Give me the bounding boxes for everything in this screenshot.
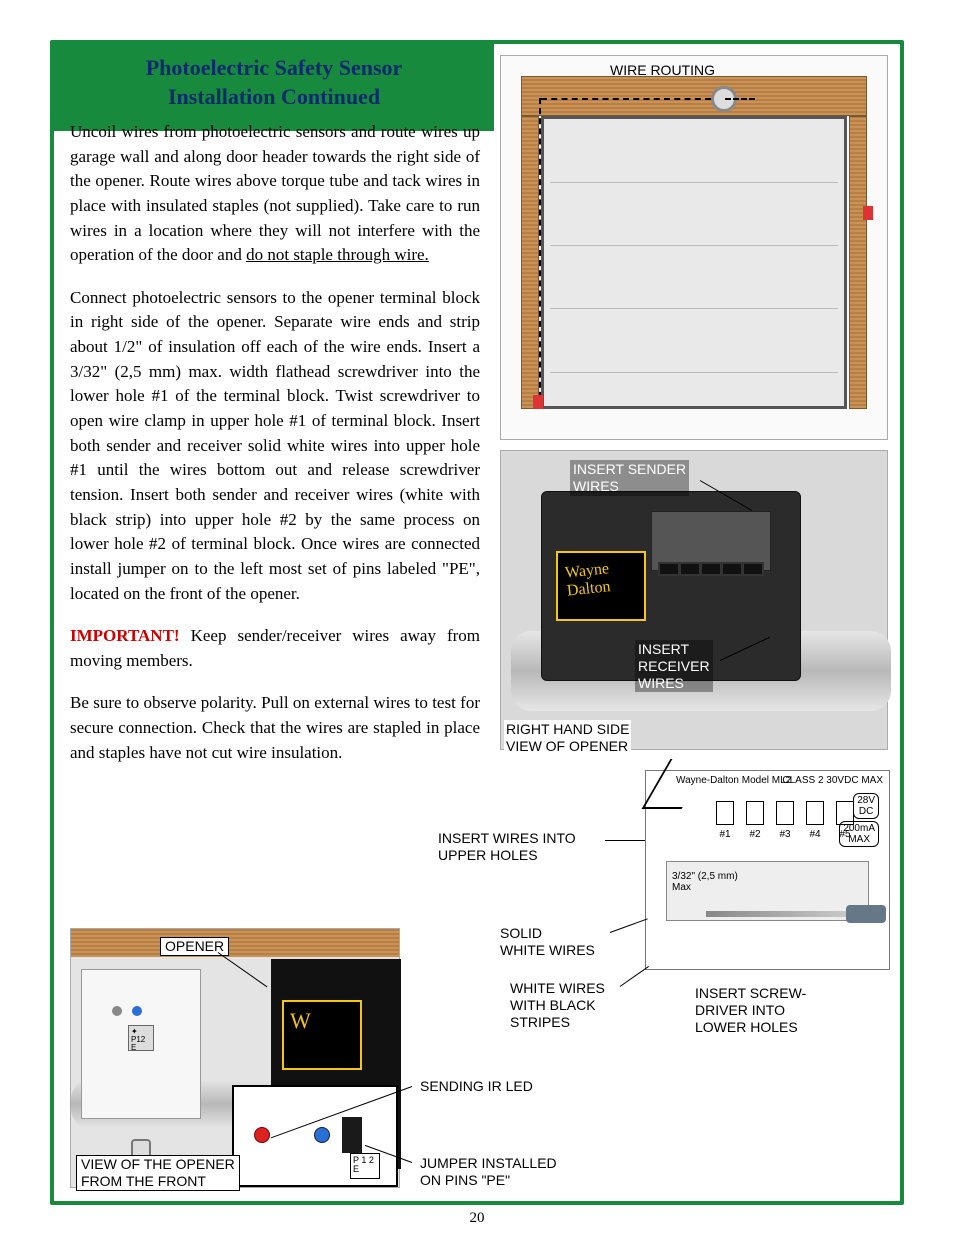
terminal-area [651,511,771,571]
blue-led-icon [314,1127,330,1143]
brand-plate-front: W [282,1000,362,1070]
num-2: #2 [746,829,764,840]
brand-plate: WayneDalton [556,551,646,621]
title-line-1: Photoelectric Safety Sensor [146,55,403,80]
diagram-terminal-block: Wayne-Dalton Model ML2 CLASS 2 30VDC MAX… [645,770,890,970]
small-chip: ✦P12E [128,1025,154,1051]
hole-4 [806,801,824,825]
diagram-wire-routing [500,55,888,440]
diagram-opener-side: WayneDalton [500,450,888,750]
terminal-labels-row: #1 #2 #3 #4 #5 [716,829,854,840]
pe-chip: P 1 2 E [350,1153,380,1179]
paragraph-1: Uncoil wires from photoelectric sensors … [70,120,480,268]
label-white-black: WHITE WIRES WITH BLACK STRIPES [510,980,605,1030]
paragraph-3: IMPORTANT! Keep sender/receiver wires aw… [70,624,480,673]
label-insert-upper: INSERT WIRES INTO UPPER HOLES [438,830,576,864]
num-4: #4 [806,829,824,840]
door-jamb-right [849,116,867,409]
front-header-wood [71,929,399,957]
door-header-wood [521,76,867,116]
label-insert-screw: INSERT SCREW- DRIVER INTO LOWER HOLES [695,985,806,1035]
label-sending-ir: SENDING IR LED [420,1078,533,1095]
label-insert-receiver: INSERT RECEIVER WIRES [635,640,713,692]
page-number: 20 [0,1210,954,1227]
sensor-left [533,395,543,409]
garage-door [541,116,847,409]
p1-text: Uncoil wires from photoelectric sensors … [70,122,480,264]
terminal-slots [658,562,764,576]
hole-3 [776,801,794,825]
screwdriver-icon [706,911,856,917]
hole-2 [746,801,764,825]
routing-dash-top [541,98,711,100]
jumper-block [342,1117,362,1153]
num-5: #5 [836,829,854,840]
section-header: Photoelectric Safety Sensor Installation… [54,44,494,131]
ir-led-icon [254,1127,270,1143]
label-right-view: RIGHT HAND SIDE VIEW OF OPENER [504,720,631,756]
title-line-2: Installation Continued [168,84,380,109]
hole-1 [716,801,734,825]
routing-dash-right [725,98,755,100]
p1-underline: do not staple through wire. [246,245,429,264]
brand-text: WayneDalton [556,549,647,610]
body-text-column: Uncoil wires from photoelectric sensors … [70,120,480,783]
label-front-view: VIEW OF THE OPENER FROM THE FRONT [76,1155,240,1191]
label-28v: 28V DC [853,793,879,819]
label-wire-routing: WIRE ROUTING [610,62,715,79]
label-driver-size: 3/32" (2,5 mm) Max [672,871,738,893]
leader-upper [605,840,645,841]
label-insert-sender: INSERT SENDER WIRES [570,460,689,496]
door-jamb-left [521,116,539,409]
label-class2: CLASS 2 30VDC MAX [782,775,883,786]
label-solid-white: SOLID WHITE WIRES [500,925,595,959]
num-3: #3 [776,829,794,840]
important-label: IMPORTANT! [70,626,180,645]
hole-5 [836,801,854,825]
section-title: Photoelectric Safety Sensor Installation… [74,54,474,111]
num-1: #1 [716,829,734,840]
sensor-right [863,206,873,220]
mount-plate: ✦P12E [81,969,201,1119]
paragraph-4: Be sure to observe polarity. Pull on ext… [70,691,480,765]
terminal-holes-row [716,801,854,825]
paragraph-2: Connect photoelectric sensors to the ope… [70,286,480,606]
routing-dash-left [539,98,541,408]
label-jumper: JUMPER INSTALLED ON PINS "PE" [420,1155,557,1189]
